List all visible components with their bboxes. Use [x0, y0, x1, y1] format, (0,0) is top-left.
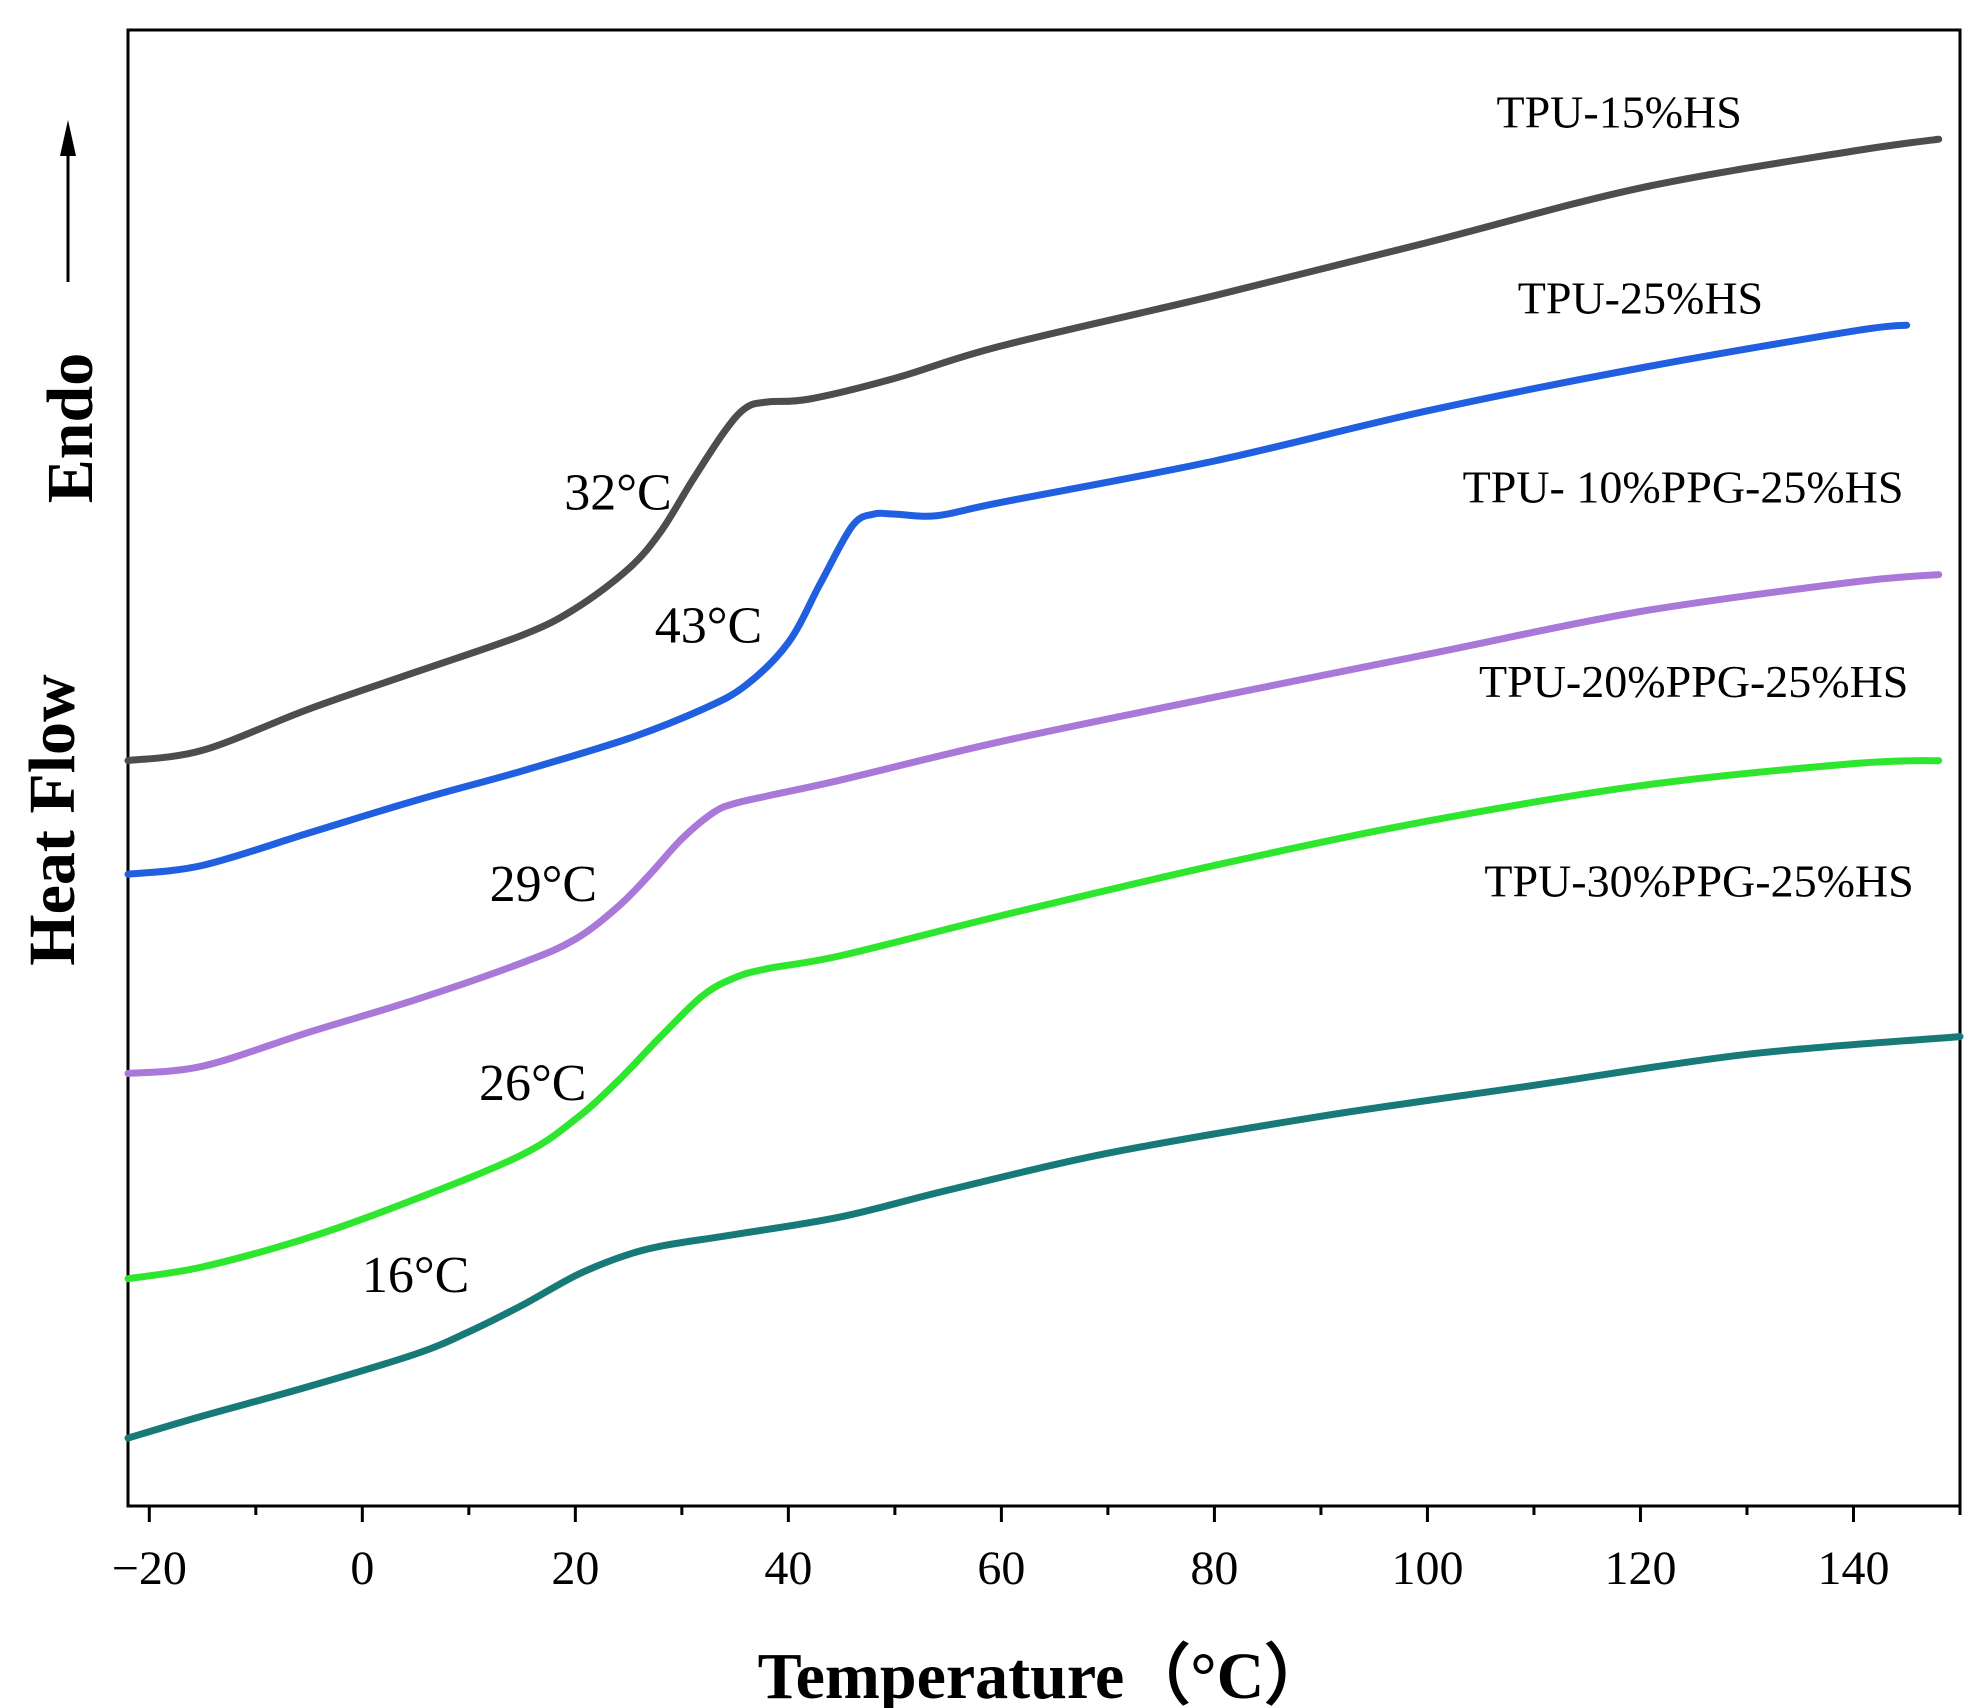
x-tick-label: 40: [764, 1542, 812, 1595]
series-label: TPU- 10%PPG-25%HS: [1463, 461, 1904, 512]
transition-temp-label: 43°C: [655, 598, 762, 655]
series-label: TPU-30%PPG-25%HS: [1484, 855, 1913, 906]
series-line-4: [124, 757, 1943, 1283]
x-tick-label: 0: [350, 1542, 374, 1595]
transition-temp-label: 32°C: [564, 465, 671, 522]
series-line-1: [124, 135, 1943, 765]
series-label: TPU-25%HS: [1518, 272, 1763, 323]
transition-temp-label: 16°C: [362, 1247, 469, 1304]
transition-temp-label: 29°C: [490, 856, 597, 913]
series-layer: [124, 135, 1964, 1442]
x-tick-label: 60: [977, 1542, 1025, 1595]
series-label: TPU-20%PPG-25%HS: [1479, 656, 1908, 707]
annotations: 32°C 43°C 29°C 26°C 16°C: [362, 465, 762, 1304]
series-line-5: [124, 1033, 1964, 1442]
x-tick-label: 100: [1391, 1542, 1463, 1595]
x-axis-ticks: −20 0 20 40 60 80 100 120 140: [112, 1506, 1962, 1595]
series-label: TPU-15%HS: [1496, 86, 1741, 137]
x-tick-label: 20: [551, 1542, 599, 1595]
endo-arrow: [60, 120, 76, 282]
endo-arrow-head: [60, 120, 76, 156]
series-line-2: [124, 321, 1911, 878]
x-tick-label: 120: [1604, 1542, 1676, 1595]
y-axis-title: Heat Flow: [16, 674, 89, 966]
series-labels: TPU-15%HS TPU-25%HS TPU- 10%PPG-25%HS TPU-2…: [1463, 86, 1914, 906]
x-tick-label: 80: [1190, 1542, 1238, 1595]
transition-temp-label: 26°C: [479, 1055, 586, 1112]
x-axis-title: Temperature（°C）: [758, 1639, 1331, 1708]
endo-label: Endo: [34, 353, 107, 503]
x-tick-label: 140: [1817, 1542, 1889, 1595]
plot-frame: [126, 28, 1962, 1508]
series-line-3: [124, 571, 1943, 1077]
x-tick-label: −20: [112, 1542, 187, 1595]
